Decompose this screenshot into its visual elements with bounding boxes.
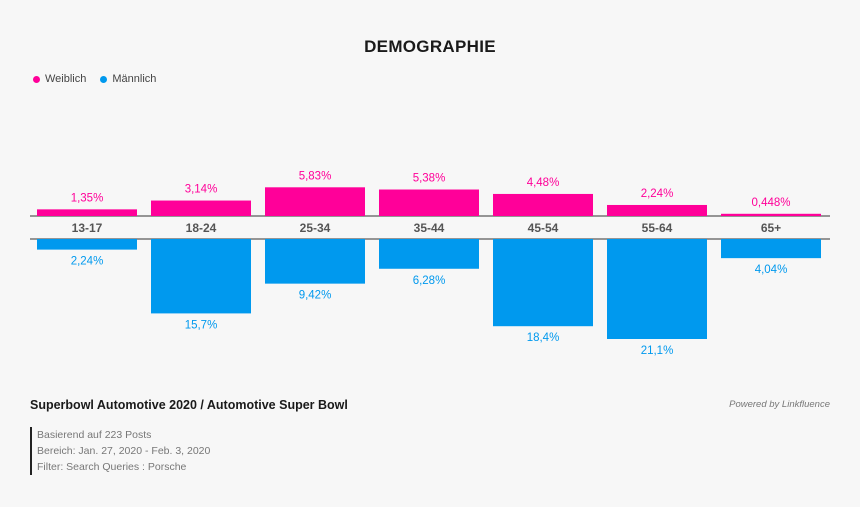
bar-male-1 [151, 239, 251, 314]
bar-female-4 [493, 193, 593, 216]
tick-label-2: 25-34 [300, 221, 331, 235]
label-male-2: 9,42% [299, 290, 332, 302]
label-female-5: 2,24% [641, 188, 674, 200]
powered-by[interactable]: Powered by Linkfluence [729, 399, 830, 410]
tick-label-3: 35-44 [414, 221, 445, 235]
bar-female-3 [379, 189, 479, 216]
bar-male-3 [379, 239, 479, 269]
tick-label-5: 55-64 [642, 221, 673, 235]
bar-male-0 [37, 239, 137, 250]
label-male-1: 15,7% [185, 319, 218, 331]
tick-label-0: 13-17 [72, 221, 103, 235]
bar-male-2 [265, 239, 365, 284]
label-female-4: 4,48% [527, 177, 560, 189]
female-dot-icon [33, 75, 40, 83]
bar-female-1 [151, 200, 251, 216]
label-female-3: 5,38% [413, 173, 446, 185]
chart-title: DEMOGRAPHIE [364, 37, 496, 56]
legend: Weiblich Männlich [33, 73, 170, 85]
label-female-2: 5,83% [299, 170, 332, 182]
label-female-1: 3,14% [185, 184, 218, 196]
tick-label-6: 65+ [761, 221, 781, 235]
info-filter: Filter: Search Queries : Porsche [37, 461, 187, 473]
tick-label-4: 45-54 [528, 221, 559, 235]
legend-label-female: Weiblich [45, 73, 87, 85]
legend-item-female[interactable]: Weiblich [33, 73, 86, 85]
label-male-5: 21,1% [641, 345, 674, 357]
label-male-3: 6,28% [413, 275, 446, 287]
label-male-4: 18,4% [527, 332, 560, 344]
bar-female-6 [721, 213, 821, 216]
label-female-6: 0,448% [751, 197, 790, 209]
report-title: Superbowl Automotive 2020 / Automotive S… [30, 398, 348, 412]
report-info: Basierend auf 223 Posts Bereich: Jan. 27… [30, 427, 210, 475]
legend-label-male: Männlich [112, 73, 157, 85]
label-male-6: 4,04% [755, 264, 788, 276]
legend-item-male[interactable]: Männlich [100, 73, 156, 85]
info-posts: Basierend auf 223 Posts [37, 429, 152, 441]
label-male-0: 2,24% [71, 256, 104, 268]
bar-female-2 [265, 187, 365, 216]
bar-male-6 [721, 239, 821, 259]
info-range: Bereich: Jan. 27, 2020 - Feb. 3, 2020 [37, 445, 211, 457]
male-dot-icon [100, 75, 108, 83]
bar-male-4 [493, 239, 593, 327]
bar-female-0 [37, 209, 137, 216]
bar-female-5 [607, 204, 707, 216]
tick-label-1: 18-24 [186, 221, 217, 235]
bar-male-5 [607, 239, 707, 339]
label-female-0: 1,35% [71, 192, 104, 204]
